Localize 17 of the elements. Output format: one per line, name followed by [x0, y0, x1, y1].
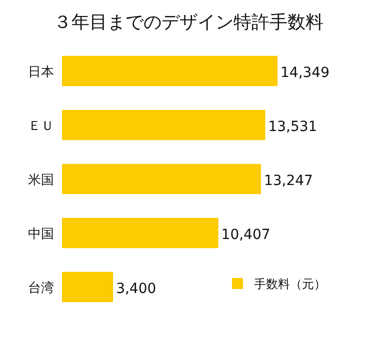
legend-label: 手数料（元） — [254, 277, 326, 291]
bar — [62, 110, 266, 140]
data-label: 14,349 — [280, 65, 330, 81]
y-tick-label: ＥＵ — [28, 119, 54, 134]
chart-title: ３年目までのデザイン特許手数料 — [54, 12, 324, 33]
bar — [62, 272, 114, 302]
y-tick-label: 米国 — [28, 173, 54, 188]
y-tick-label: 日本 — [28, 65, 54, 80]
bar — [62, 164, 261, 194]
data-label: 13,531 — [268, 119, 318, 135]
bar — [62, 56, 278, 86]
y-tick-label: 中国 — [28, 227, 54, 242]
data-label: 10,407 — [221, 227, 270, 243]
y-tick-label: 台湾 — [28, 280, 54, 296]
data-label: 3,400 — [116, 281, 156, 297]
data-label: 13,247 — [264, 173, 313, 189]
bar — [62, 218, 218, 248]
